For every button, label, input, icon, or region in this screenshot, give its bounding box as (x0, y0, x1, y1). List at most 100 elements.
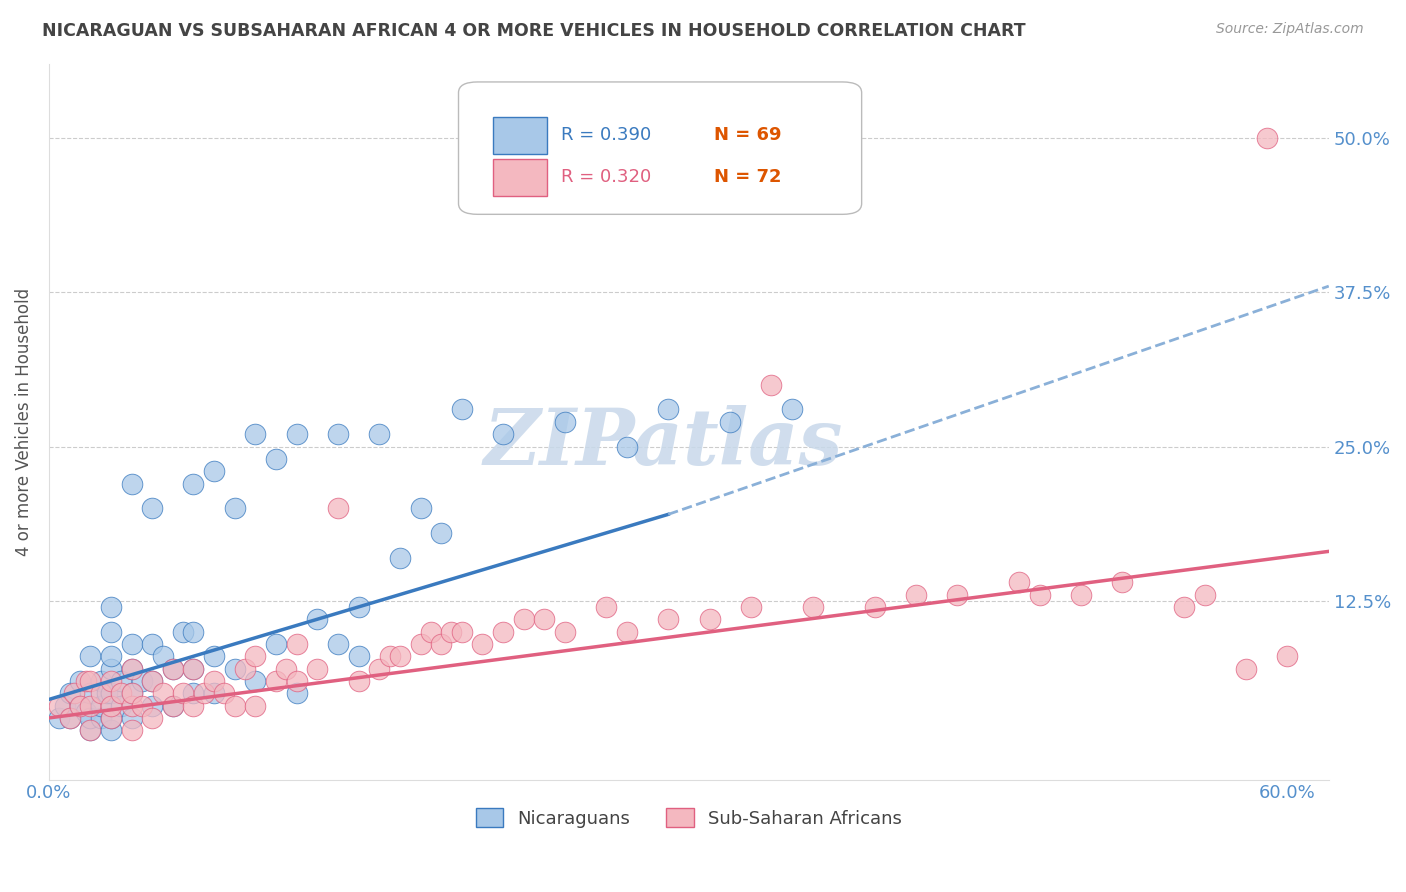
Point (121, 662, 143, 676)
Point (780, 402, 803, 417)
Point (141, 673, 163, 688)
Point (285, 637, 308, 651)
Point (245, 649, 267, 664)
Point (172, 624, 194, 639)
FancyBboxPatch shape (458, 82, 862, 214)
Point (162, 698, 184, 713)
Point (616, 624, 638, 639)
Point (141, 711, 163, 725)
Point (141, 637, 163, 651)
Point (100, 624, 122, 639)
Point (492, 427, 515, 442)
Point (285, 427, 308, 442)
Point (162, 662, 184, 676)
Point (1111, 575, 1133, 590)
Point (554, 624, 576, 639)
Point (285, 686, 308, 700)
Point (285, 673, 308, 688)
Point (1029, 588, 1052, 602)
Point (245, 427, 267, 442)
Point (172, 686, 194, 700)
Point (121, 711, 143, 725)
Point (193, 686, 215, 700)
Text: ZIPatlas: ZIPatlas (484, 405, 844, 482)
Point (904, 588, 927, 602)
Point (657, 402, 679, 417)
Point (131, 673, 153, 688)
Point (245, 698, 267, 713)
Point (264, 637, 287, 651)
Point (79, 649, 101, 664)
Point (419, 624, 441, 639)
Point (62, 686, 84, 700)
Bar (494, 160, 547, 196)
Point (121, 637, 143, 651)
Point (276, 662, 298, 676)
Point (131, 698, 153, 713)
Point (761, 377, 783, 392)
Point (162, 662, 184, 676)
Point (69, 673, 91, 688)
Point (347, 599, 370, 614)
Point (100, 649, 122, 664)
Point (368, 427, 391, 442)
Point (100, 711, 122, 725)
Point (224, 662, 246, 676)
Point (245, 673, 267, 688)
Point (202, 464, 225, 478)
Point (183, 624, 205, 639)
Point (1256, 131, 1278, 145)
Point (740, 599, 762, 614)
Point (378, 649, 401, 664)
Point (214, 686, 236, 700)
Point (162, 698, 184, 713)
Point (307, 662, 329, 676)
Point (1070, 588, 1092, 602)
Point (409, 637, 432, 651)
Point (152, 649, 174, 664)
Point (202, 673, 225, 688)
Y-axis label: 4 or more Vehicles in Household: 4 or more Vehicles in Household (15, 288, 32, 556)
Point (79, 673, 101, 688)
Point (224, 501, 246, 516)
Point (75, 705, 97, 719)
Point (409, 501, 432, 516)
Point (1194, 588, 1216, 602)
Point (96, 686, 118, 700)
Point (388, 649, 411, 664)
Point (326, 637, 349, 651)
Point (430, 525, 453, 540)
Point (183, 662, 205, 676)
Point (100, 662, 122, 676)
Point (59, 711, 82, 725)
Point (699, 612, 721, 626)
Point (121, 686, 143, 700)
Point (183, 698, 205, 713)
Point (801, 599, 824, 614)
Point (100, 711, 122, 725)
Text: NICARAGUAN VS SUBSAHARAN AFRICAN 4 OR MORE VEHICLES IN HOUSEHOLD CORRELATION CHA: NICARAGUAN VS SUBSAHARAN AFRICAN 4 OR MO… (42, 22, 1026, 40)
Point (48, 698, 70, 713)
Point (121, 698, 143, 713)
Bar (494, 117, 547, 154)
Point (183, 686, 205, 700)
Point (100, 723, 122, 738)
Point (90, 686, 112, 700)
Point (554, 415, 576, 429)
Point (90, 711, 112, 725)
Point (264, 451, 287, 466)
Point (59, 686, 82, 700)
Point (1173, 599, 1195, 614)
Point (450, 624, 472, 639)
Point (121, 662, 143, 676)
Point (863, 599, 886, 614)
Point (347, 649, 370, 664)
Text: Source: ZipAtlas.com: Source: ZipAtlas.com (1216, 22, 1364, 37)
Point (79, 723, 101, 738)
Point (224, 698, 246, 713)
Point (616, 440, 638, 454)
Point (121, 476, 143, 491)
Point (152, 686, 174, 700)
Point (100, 599, 122, 614)
Point (657, 612, 679, 626)
